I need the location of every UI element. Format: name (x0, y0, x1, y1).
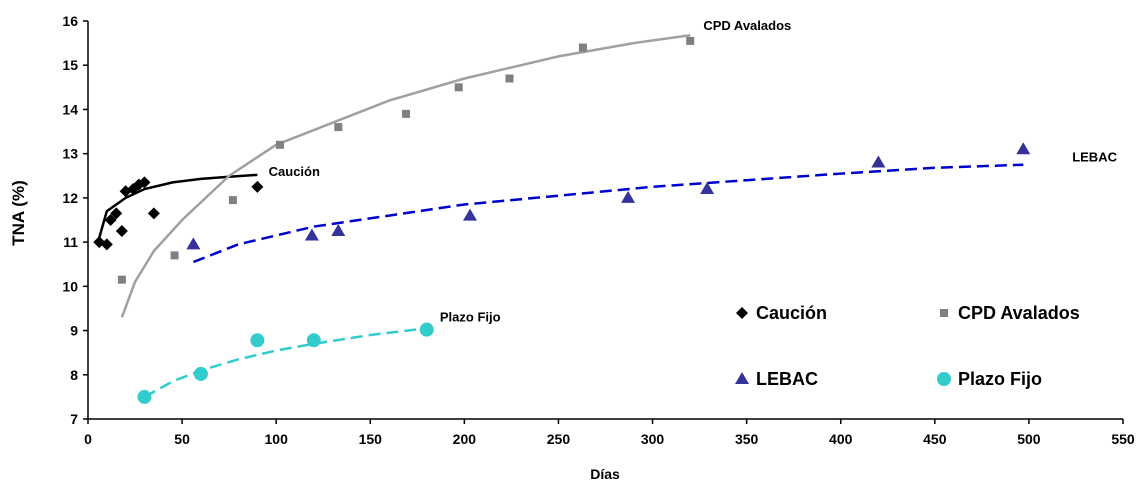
lebac-point (186, 237, 201, 250)
plazo-fijo-trendline (143, 327, 427, 398)
x-tick-label: 500 (1017, 431, 1041, 447)
lebac-point (1016, 142, 1031, 155)
y-tick-label: 8 (70, 367, 78, 383)
cpd-avalados-point (117, 275, 126, 284)
plazo-fijo-point (419, 322, 434, 337)
y-tick-label: 16 (62, 13, 78, 29)
cpd-avalados-point (228, 196, 237, 205)
caucion-point (251, 180, 264, 193)
cpd-avalados-point (454, 83, 463, 92)
plazo-fijo-point (137, 389, 152, 404)
lebac-point (331, 224, 346, 237)
caucion-point (147, 207, 160, 220)
x-tick-label: 200 (453, 431, 477, 447)
x-tick-label: 0 (84, 431, 92, 447)
legend-marker-plazo-fijo (937, 372, 951, 386)
lebac-point (871, 155, 886, 168)
caucion-trendline (96, 173, 258, 245)
axes (87, 21, 1123, 420)
series-annotation: Plazo Fijo (440, 310, 501, 325)
x-tick-label: 150 (359, 431, 383, 447)
cpd-avalados-point (402, 109, 411, 118)
cpd-avalados-point (334, 123, 343, 132)
x-tick-label: 300 (641, 431, 665, 447)
series-annotation: CPD Avalados (703, 18, 791, 33)
series-annotations: CPD Avalados Caución LEBAC Plazo Fijo (269, 18, 1118, 325)
y-tick-label: 9 (70, 323, 78, 339)
lebac-point (700, 182, 715, 195)
cpd-avalados-point (505, 74, 514, 83)
y-tick-label: 11 (63, 234, 78, 250)
x-tick-label: 450 (923, 431, 947, 447)
y-axis-title: TNA (%) (9, 180, 28, 245)
cpd-avalados-point (275, 140, 284, 149)
x-axis-title: Días (590, 466, 620, 482)
x-tick-label: 100 (265, 431, 289, 447)
y-tick-label: 12 (62, 190, 78, 206)
y-tick-label: 10 (62, 278, 78, 294)
caucion-point (138, 176, 151, 189)
series-annotation: Caución (269, 164, 320, 179)
legend-label-lebac: LEBAC (756, 369, 818, 389)
lebac-point (304, 228, 319, 241)
legend-marker-lebac (735, 372, 749, 384)
legend: Caución CPD Avalados LEBAC Plazo Fijo (735, 303, 1080, 389)
cpd-avalados-trendline (120, 33, 691, 318)
series-annotation: LEBAC (1072, 150, 1117, 165)
caucion-point (115, 225, 128, 238)
x-tick-label: 550 (1111, 431, 1135, 447)
x-tick-label: 50 (174, 431, 190, 447)
y-tick-label: 7 (70, 411, 78, 427)
data-points (93, 36, 1031, 404)
caucion-point (110, 207, 123, 220)
cpd-avalados-point (686, 36, 695, 45)
caucion-point (100, 238, 113, 251)
x-tick-label: 250 (547, 431, 571, 447)
legend-marker-cpd-avalados (940, 309, 948, 317)
plazo-fijo-point (193, 366, 208, 381)
caucion-point (119, 185, 132, 198)
lebac-point (621, 190, 636, 203)
plazo-fijo-point (250, 333, 265, 348)
y-tick-label: 14 (62, 101, 78, 117)
legend-label-plazo-fijo: Plazo Fijo (958, 369, 1042, 389)
cpd-avalados-point (578, 43, 587, 52)
legend-marker-caucion (736, 307, 748, 319)
caucion-point (104, 214, 117, 226)
y-tick-label: 15 (62, 57, 78, 73)
x-tick-label: 400 (829, 431, 853, 447)
lebac-trendline (192, 163, 1024, 264)
tick-marks: 7 8 9 10 11 12 13 14 15 16 0 50 100 150 200 250 300 350 40… (62, 13, 1134, 447)
y-tick-label: 13 (62, 146, 78, 162)
legend-label-cpd-avalados: CPD Avalados (958, 303, 1080, 323)
trend-lines (96, 33, 1024, 398)
plazo-fijo-point (306, 333, 321, 348)
cpd-avalados-point (170, 251, 179, 260)
legend-label-caucion: Caución (756, 303, 827, 323)
x-tick-label: 350 (735, 431, 759, 447)
lebac-point (463, 208, 478, 221)
